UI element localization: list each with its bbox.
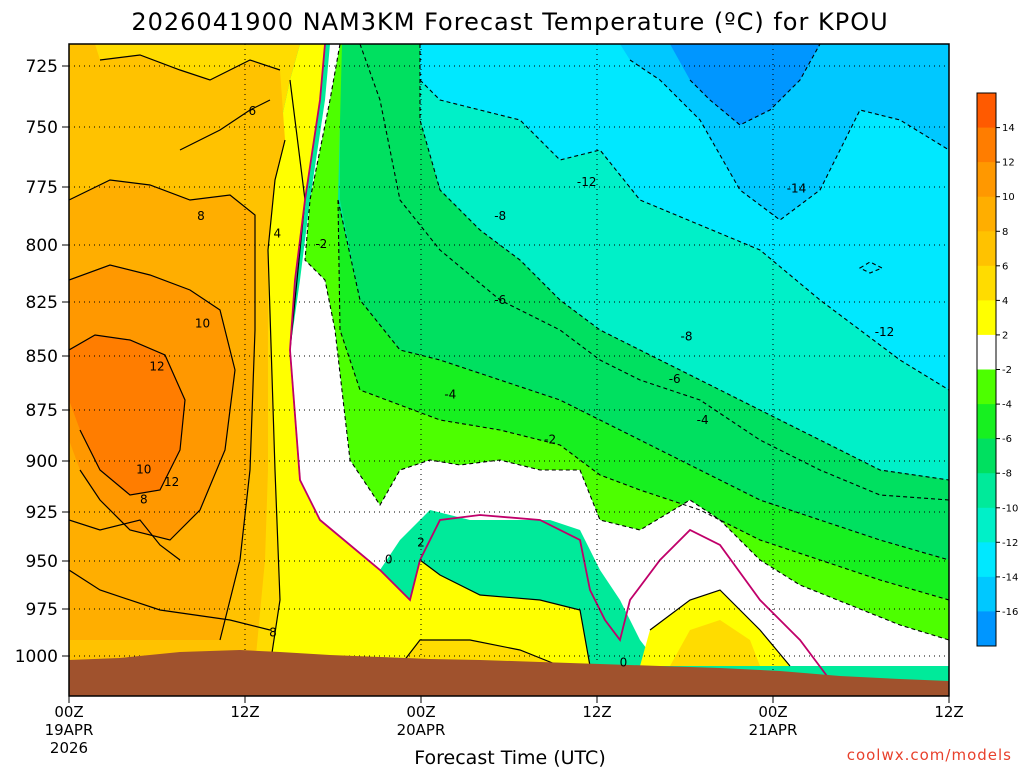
- contour-labels: 6 8 4 -2 10 12 10 12 8 8 0 2 -4 -2 -6 -8 -12 -14 -8 -12 -6 -4…: [136, 104, 894, 669]
- colorbar-swatch: [977, 507, 996, 543]
- contour-label: -4: [697, 413, 709, 427]
- colorbar-swatch: [977, 611, 996, 647]
- contour-label: -2: [315, 237, 327, 251]
- colorbar-swatch: [977, 404, 996, 440]
- y-tick-label: 1000: [15, 647, 58, 667]
- contour-label: -6: [494, 293, 506, 307]
- field-minus-18: [670, 44, 820, 125]
- y-tick-label: 925: [26, 503, 58, 523]
- contour-label: 12: [149, 359, 164, 373]
- colorbar-label: -14: [1002, 572, 1018, 583]
- colorbar-label: -16: [1002, 607, 1018, 618]
- field-plus-12: [69, 335, 185, 495]
- contour-label: 10: [136, 462, 151, 476]
- x-axis: 00Z 19APR 2026 12Z 00Z 20APR 12Z 00Z 21A…: [45, 696, 964, 757]
- x-tick-year: 2026: [50, 739, 88, 757]
- contour-label: 10: [195, 317, 210, 331]
- colorbar-label: 14: [1002, 123, 1015, 134]
- freezing-line: [289, 44, 831, 681]
- plot-area: 6 8 4 -2 10 12 10 12 8 8 0 2 -4 -2 -6 -8 -12 -14 -8 -12 -6 -4…: [69, 44, 949, 696]
- x-tick-date: 20APR: [397, 721, 446, 739]
- field-minus-6: [338, 200, 949, 600]
- contour-label: 6: [248, 104, 256, 118]
- contour-label: 12: [164, 475, 179, 489]
- contour-label: 0: [385, 553, 393, 567]
- contour-label: 4: [273, 226, 281, 240]
- colorbar-swatch: [977, 334, 996, 370]
- x-tick-label: 00Z: [406, 703, 435, 721]
- field-plus-4b: [400, 620, 760, 666]
- contour-label: 8: [269, 625, 277, 639]
- contour-label: -4: [444, 387, 456, 401]
- y-tick-label: 900: [26, 452, 58, 472]
- contour-label: 8: [197, 209, 205, 223]
- colorbar-swatch: [977, 127, 996, 163]
- x-tick-label: 00Z: [54, 703, 83, 721]
- x-tick-label: 12Z: [934, 703, 963, 721]
- grid: [69, 44, 949, 696]
- colorbar-swatch: [977, 93, 996, 129]
- y-tick-label: 800: [26, 236, 58, 256]
- ground-terrain: [69, 650, 949, 696]
- warm-contours: [69, 54, 791, 667]
- colorbar-swatch: [977, 542, 996, 578]
- contour-label: -2: [544, 432, 556, 446]
- colorbar: 14 12 10 8 6 4 2 -2 -4 -6 -8 -10 -12 -14 -16: [976, 92, 1018, 647]
- colorbar-swatch: [977, 265, 996, 301]
- contour-label: -12: [577, 175, 597, 189]
- chart-title: 2026041900 NAM3KM Forecast Temperature (…: [131, 8, 888, 36]
- field-minus-8: [340, 44, 949, 560]
- colorbar-label: -10: [1002, 503, 1018, 514]
- colorbar-swatch: [977, 231, 996, 267]
- contour-label: 8: [140, 492, 148, 506]
- colorbar-swatch: [977, 300, 996, 336]
- contour-label: -12: [875, 325, 895, 339]
- x-tick-date: 21APR: [749, 721, 798, 739]
- contour-label: -6: [669, 372, 681, 386]
- y-tick-label: 825: [26, 293, 58, 313]
- colorbar-label: -2: [1002, 365, 1012, 376]
- field-minus-4: [305, 44, 949, 640]
- x-tick-label: 12Z: [230, 703, 259, 721]
- x-axis-title: Forecast Time (UTC): [414, 747, 605, 768]
- colorbar-swatch: [977, 196, 996, 232]
- colorbar-label: -6: [1002, 434, 1012, 445]
- y-tick-label: 875: [26, 401, 58, 421]
- y-axis: 725 750 775 800 825 850 875 900 925 950 …: [15, 57, 69, 667]
- plot-frame: [68, 43, 950, 697]
- credit-text: coolwx.com/models: [847, 746, 1012, 764]
- y-tick-label: 850: [26, 347, 58, 367]
- y-tick-label: 975: [26, 600, 58, 620]
- colorbar-swatch: [977, 369, 996, 405]
- field-plus-2: [268, 44, 590, 666]
- x-tick-date: 19APR: [45, 721, 94, 739]
- x-tick-label: 12Z: [582, 703, 611, 721]
- colorbar-label: 12: [1002, 158, 1015, 169]
- contour-label: 2: [417, 535, 425, 549]
- colorbar-swatch: [977, 162, 996, 198]
- colorbar-label: -12: [1002, 538, 1018, 549]
- colorbar-label: 2: [1002, 330, 1008, 341]
- colorbar-swatch: [977, 473, 996, 509]
- colorbar-swatch: [977, 576, 996, 612]
- field-near-zero: [290, 44, 949, 666]
- colorbar-label: 8: [1002, 227, 1008, 238]
- contour-label: -8: [494, 209, 506, 223]
- y-tick-label: 950: [26, 552, 58, 572]
- contour-label: -14: [787, 181, 807, 195]
- x-tick-label: 00Z: [758, 703, 787, 721]
- colorbar-swatch: [977, 438, 996, 474]
- contour-label: -8: [681, 329, 693, 343]
- y-tick-label: 725: [26, 57, 58, 77]
- colorbar-label: 6: [1002, 261, 1008, 272]
- cold-contours: [304, 44, 949, 641]
- colorbar-label: 4: [1002, 296, 1008, 307]
- colorbar-label: 10: [1002, 192, 1015, 203]
- contour-label: 0: [620, 655, 628, 669]
- colorbar-label: -4: [1002, 400, 1012, 411]
- colorbar-label: -8: [1002, 469, 1012, 480]
- y-tick-label: 750: [26, 118, 58, 138]
- y-tick-label: 775: [26, 178, 58, 198]
